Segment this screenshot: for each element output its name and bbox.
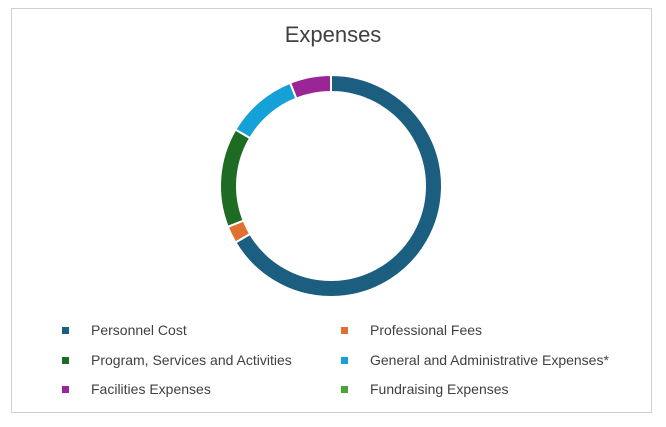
chart-title: Expenses <box>284 22 382 47</box>
slice-program-services-and-activities <box>219 128 252 229</box>
slice-facilities-expenses <box>288 73 332 100</box>
slice-general-and-administrative-expenses <box>234 81 298 140</box>
